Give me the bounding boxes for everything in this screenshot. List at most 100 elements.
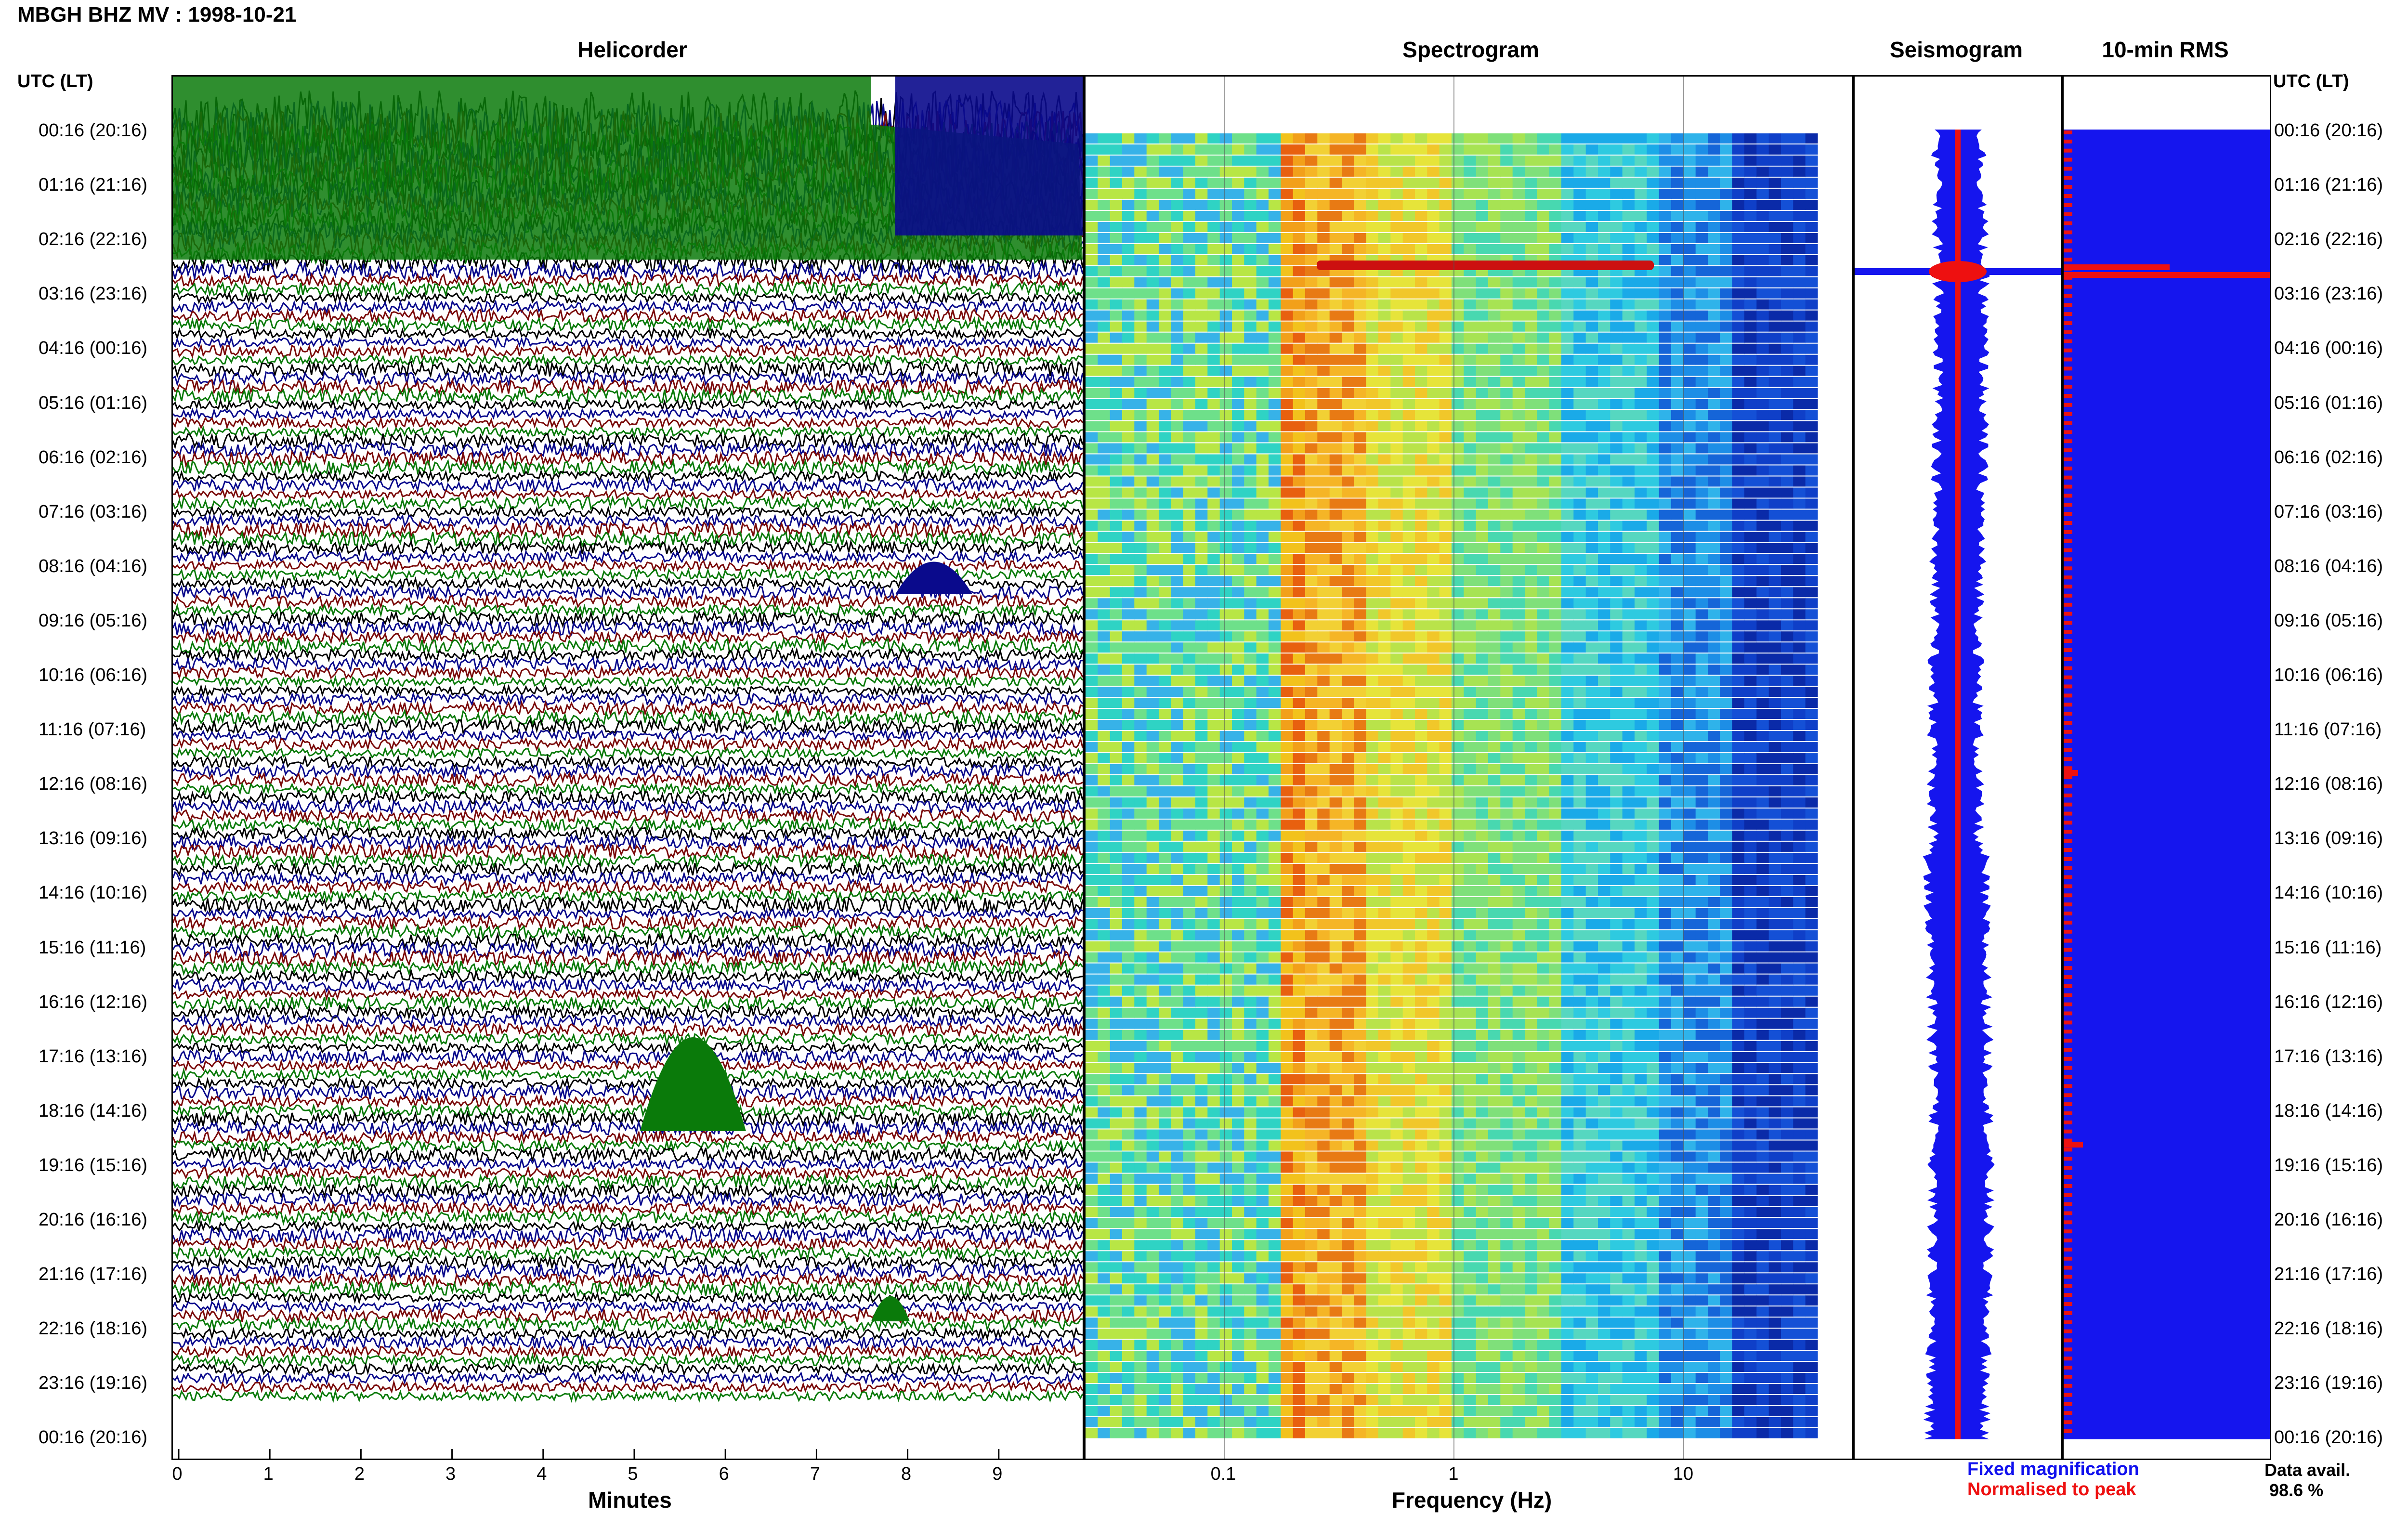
spectrogram-cell xyxy=(1207,211,1220,221)
spectrogram-cell xyxy=(1281,455,1293,465)
spectrogram-cell xyxy=(1195,565,1208,575)
helicorder-trace xyxy=(173,552,1083,562)
spectrogram-cell xyxy=(1134,642,1147,652)
spectrogram-cell xyxy=(1464,355,1476,365)
spectrogram-cell xyxy=(1378,300,1391,310)
spectrogram-cell xyxy=(1647,864,1659,874)
spectrogram-cell xyxy=(1806,598,1818,608)
spectrogram-cell xyxy=(1732,820,1745,830)
spectrogram-cell xyxy=(1354,388,1366,398)
spectrogram-cell xyxy=(1232,222,1244,232)
spectrogram-cell xyxy=(1403,653,1415,664)
spectrogram-cell xyxy=(1561,587,1574,597)
spectrogram-cell xyxy=(1500,477,1513,487)
spectrogram-cell xyxy=(1195,498,1208,509)
spectrogram-cell xyxy=(1720,997,1732,1007)
spectrogram-cell xyxy=(1635,642,1647,652)
spectrogram-cell xyxy=(1183,344,1196,354)
spectrogram-cell xyxy=(1232,576,1244,586)
spectrogram-cell xyxy=(1488,1008,1501,1018)
spectrogram-cell xyxy=(1098,477,1110,487)
spectrogram-cell xyxy=(1781,820,1793,830)
spectrogram-cell xyxy=(1366,930,1379,940)
spectrogram-cell xyxy=(1281,255,1293,265)
spectrogram-cell xyxy=(1134,587,1147,597)
spectrogram-cell xyxy=(1720,288,1732,299)
spectrogram-cell xyxy=(1647,631,1659,641)
spectrogram-cell xyxy=(1342,189,1354,199)
spectrogram-cell xyxy=(1586,952,1598,963)
spectrogram-cell xyxy=(1537,322,1549,332)
spectrogram-cell xyxy=(1086,388,1098,398)
spectrogram-cell xyxy=(1269,233,1281,243)
spectrogram-cell xyxy=(1720,466,1732,476)
spectrogram-cell xyxy=(1147,355,1159,365)
spectrogram-cell xyxy=(1537,277,1549,287)
spectrogram-cell xyxy=(1537,244,1549,254)
spectrogram-cell xyxy=(1195,930,1208,940)
spectrogram-cell xyxy=(1110,842,1123,852)
spectrogram-cell xyxy=(1317,886,1330,896)
spectrogram-cell xyxy=(1269,831,1281,841)
spectrogram-cell xyxy=(1464,653,1476,664)
spectrogram-cell xyxy=(1756,875,1769,885)
spectrogram-cell xyxy=(1647,642,1659,652)
spectrogram-cell xyxy=(1256,366,1269,376)
spectrogram-cell xyxy=(1110,554,1123,564)
spectrogram-cell xyxy=(1598,410,1610,420)
spectrogram-cell xyxy=(1744,222,1757,232)
spectrogram-cell xyxy=(1598,421,1610,431)
spectrogram-cell xyxy=(1452,986,1464,996)
spectrogram-cell xyxy=(1488,676,1501,686)
spectrogram-cell xyxy=(1500,786,1513,796)
spectrogram-cell xyxy=(1207,676,1220,686)
spectrogram-cell xyxy=(1500,554,1513,564)
helicorder-trace xyxy=(173,516,1083,526)
spectrogram-cell xyxy=(1232,233,1244,243)
helicorder-trace xyxy=(173,828,1083,839)
spectrogram-cell xyxy=(1744,698,1757,708)
spectrogram-cell xyxy=(1500,731,1513,741)
spectrogram-cell xyxy=(1610,421,1623,431)
spectrogram-cell xyxy=(1744,488,1757,498)
spectrogram-cell xyxy=(1769,665,1781,675)
spectrogram-cell xyxy=(1195,698,1208,708)
spectrogram-cell xyxy=(1549,797,1562,808)
spectrogram-cell xyxy=(1549,775,1562,785)
spectrogram-cell xyxy=(1537,964,1549,974)
spectrogram-cell xyxy=(1720,720,1732,730)
spectrogram-cell xyxy=(1366,797,1379,808)
spectrogram-cell xyxy=(1305,288,1318,299)
spectrogram-cell xyxy=(1293,908,1306,918)
spectrogram-cell xyxy=(1793,222,1806,232)
spectrogram-cell xyxy=(1525,631,1537,641)
spectrogram-cell xyxy=(1159,322,1171,332)
spectrogram-cell xyxy=(1440,820,1452,830)
spectrogram-cell xyxy=(1366,831,1379,841)
spectrogram-cell xyxy=(1427,178,1440,188)
spectrogram-cell xyxy=(1659,620,1672,630)
spectrogram-cell xyxy=(1171,1008,1183,1018)
spectrogram-cell xyxy=(1098,919,1110,929)
spectrogram-cell xyxy=(1671,521,1684,531)
spectrogram-cell xyxy=(1488,842,1501,852)
spectrogram-cell xyxy=(1159,521,1171,531)
spectrogram-cell xyxy=(1415,665,1427,675)
spectrogram-cell xyxy=(1452,300,1464,310)
spectrogram-cell xyxy=(1537,919,1549,929)
spectrogram-cell xyxy=(1586,399,1598,409)
time-label-left: 00:16 (20:16) xyxy=(39,120,147,141)
spectrogram-cell xyxy=(1440,886,1452,896)
spectrogram-cell xyxy=(1793,521,1806,531)
spectrogram-cell xyxy=(1623,488,1635,498)
spectrogram-cell xyxy=(1573,831,1586,841)
spectrogram-cell xyxy=(1220,653,1232,664)
spectrogram-cell xyxy=(1683,598,1696,608)
spectrogram-cell xyxy=(1659,355,1672,365)
spectrogram-cell xyxy=(1793,786,1806,796)
spectrogram-cell xyxy=(1452,333,1464,343)
spectrogram-cell xyxy=(1171,853,1183,863)
spectrogram-cell xyxy=(1427,133,1440,143)
spectrogram-cell xyxy=(1708,211,1720,221)
spectrogram-cell xyxy=(1281,311,1293,321)
